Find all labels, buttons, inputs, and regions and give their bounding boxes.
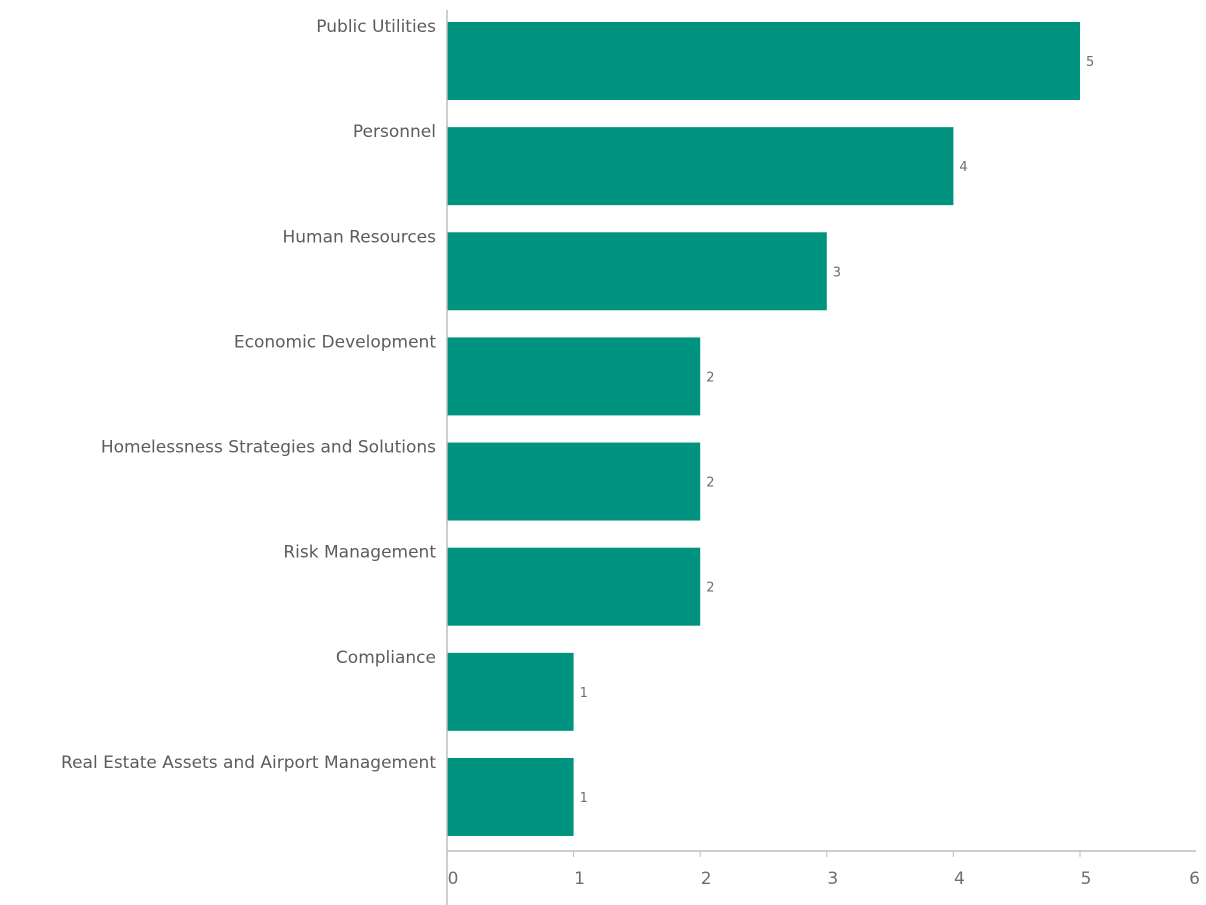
x-tick-label: 4 <box>954 869 965 889</box>
data-label: 1 <box>580 686 588 701</box>
category-label: Homelessness Strategies and Solutions <box>101 438 436 458</box>
data-label: 2 <box>706 476 714 491</box>
bar[interactable] <box>447 127 954 206</box>
category-label: Risk Management <box>283 543 436 563</box>
bar[interactable] <box>447 22 1080 100</box>
x-tick-label: 0 <box>448 869 459 889</box>
data-label: 1 <box>580 791 588 806</box>
data-label: 2 <box>706 370 714 385</box>
category-label: Personnel <box>353 122 436 142</box>
x-tick-label: 2 <box>701 869 712 889</box>
category-labels: Public Utilities Personnel Human Resources… <box>61 17 436 773</box>
data-label: 4 <box>959 160 967 175</box>
category-label: Compliance <box>336 648 436 668</box>
x-axis: 0 1 2 3 4 5 6 <box>446 10 1200 905</box>
bar[interactable] <box>447 547 701 626</box>
bar[interactable] <box>447 232 827 311</box>
data-label: 5 <box>1086 55 1094 70</box>
x-tick-label: 5 <box>1081 869 1092 889</box>
x-tick-label: 6 <box>1189 869 1200 889</box>
category-label: Human Resources <box>282 227 436 247</box>
x-tick-label: 1 <box>574 869 585 889</box>
bars-layer <box>447 22 1080 836</box>
bar[interactable] <box>447 757 574 836</box>
data-labels: 5 4 3 2 2 2 1 1 <box>580 55 1095 806</box>
category-label: Economic Development <box>234 332 436 352</box>
data-label: 3 <box>833 265 841 280</box>
x-tick-label: 3 <box>827 869 838 889</box>
bar[interactable] <box>447 442 701 521</box>
category-label: Public Utilities <box>316 17 436 37</box>
data-label: 2 <box>706 581 714 596</box>
category-label: Real Estate Assets and Airport Managemen… <box>61 753 436 773</box>
bar[interactable] <box>447 337 701 416</box>
bar[interactable] <box>447 652 574 731</box>
